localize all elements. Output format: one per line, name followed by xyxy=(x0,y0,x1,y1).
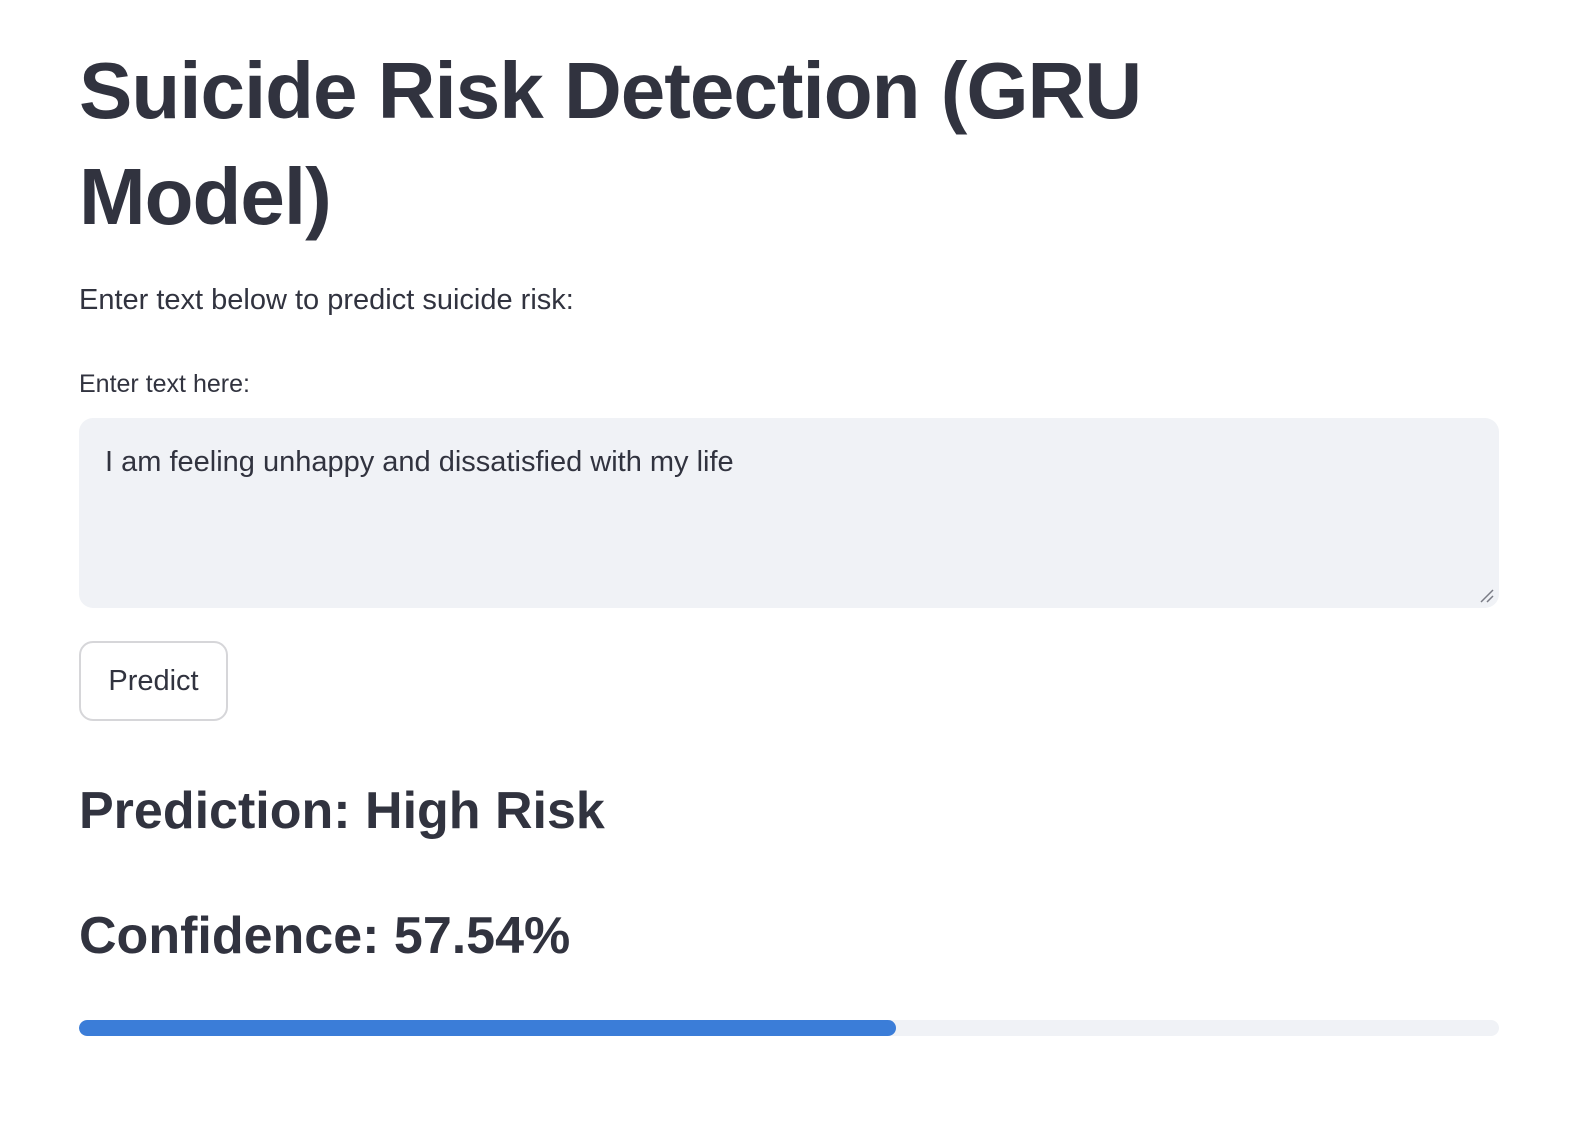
text-input[interactable] xyxy=(79,418,1499,608)
prediction-result: Prediction: High Risk xyxy=(79,782,605,840)
text-input-label: Enter text here: xyxy=(79,370,250,398)
confidence-progress-bar xyxy=(79,1020,1499,1036)
confidence-progress-fill xyxy=(79,1020,897,1036)
intro-text: Enter text below to predict suicide risk… xyxy=(79,284,574,316)
resize-handle-icon[interactable] xyxy=(1479,588,1495,604)
page-title: Suicide Risk Detection (GRU Model) xyxy=(79,46,1142,241)
confidence-result: Confidence: 57.54% xyxy=(79,907,571,965)
predict-button[interactable]: Predict xyxy=(79,641,228,721)
